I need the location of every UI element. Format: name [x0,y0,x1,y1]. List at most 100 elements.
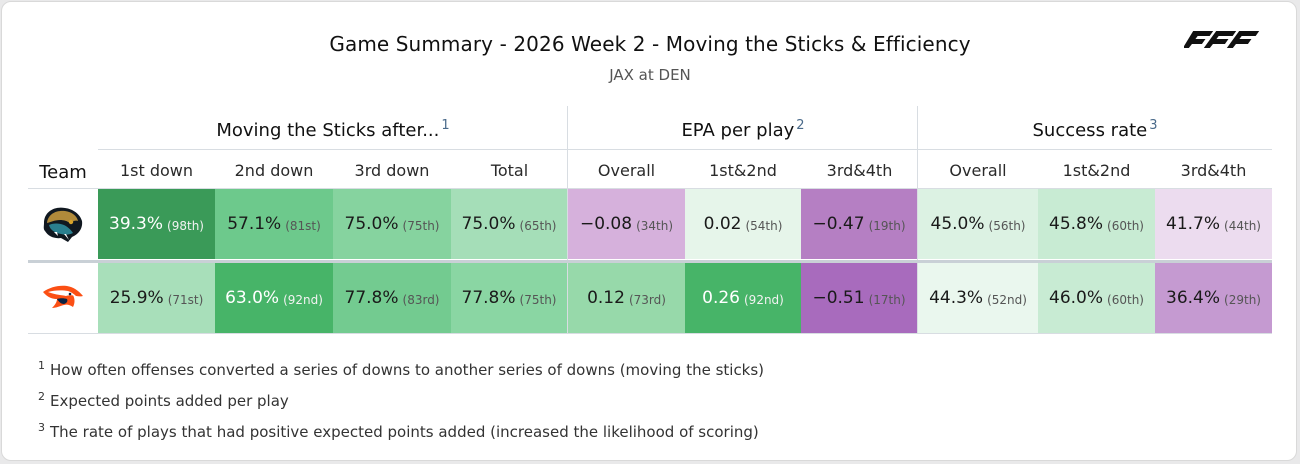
group-label: Moving the Sticks after... [216,120,440,141]
group-divider [567,106,568,334]
cell-rank: (92nd) [283,293,323,307]
footnote-text: How often offenses converted a series of… [50,361,765,379]
pff-logo-icon [1184,31,1260,48]
table-cell: 77.8% (75th) [451,263,567,333]
footnote-marker: 2 [796,118,805,133]
footnote: 3 The rate of plays that had positive exp… [38,421,759,441]
cell-rank: (44th) [1224,219,1261,233]
group-label: Success rate [1032,120,1148,141]
table-cell: 0.12 (73rd) [568,263,685,333]
table-cell: 46.0% (60th) [1038,263,1155,333]
table-cell: −0.47 (19th) [801,189,917,259]
table-cell: 41.7% (44th) [1155,189,1272,259]
table-cell: 63.0% (92nd) [215,263,333,333]
cell-rank: (19th) [868,219,906,233]
group-header-moving-sticks: Moving the Sticks after... 1 [98,118,568,150]
cell-value: 45.0% [930,214,985,234]
group-underline [98,149,1272,150]
table-cell: 36.4% (29th) [1155,263,1272,333]
cell-value: −0.47 [812,214,865,234]
cell-rank: (60th) [1107,219,1144,233]
column-header: 3rd down [354,161,430,180]
group-divider [917,106,918,334]
table-cell: 57.1% (81st) [215,189,333,259]
cell-rank: (65th) [519,219,557,233]
cell-value: 25.9% [109,288,164,308]
column-header: 1st&2nd [709,161,777,180]
footnote: 2 Expected points added per play [38,390,289,410]
table-cell: 45.8% (60th) [1038,189,1155,259]
group-header-success-rate: Success rate 3 [918,118,1272,150]
cell-rank: (71st) [167,293,204,307]
cell-value: −0.08 [579,214,633,234]
page-title: Game Summary - 2026 Week 2 - Moving the … [329,32,971,56]
cell-rank: (52nd) [987,293,1027,307]
cell-rank: (60th) [1107,293,1144,307]
cell-value: 75.0% [461,214,516,234]
cell-value: 77.8% [461,288,516,308]
table-cell: 0.26 (92nd) [685,263,801,333]
cell-rank: (75th) [519,293,557,307]
cell-value: 39.3% [109,214,164,234]
table-cell: −0.51 (17th) [801,263,917,333]
page-subtitle: JAX at DEN [609,66,691,84]
cell-rank: (29th) [1224,293,1261,307]
row-divider [28,260,1272,263]
group-header-epa: EPA per play 2 [568,118,918,150]
cell-value: 41.7% [1166,214,1221,234]
footnote-number: 2 [38,390,45,403]
cell-value: 45.8% [1049,214,1104,234]
table-bottom-border [28,333,1272,334]
cell-value: 77.8% [344,288,399,308]
cell-rank: (75th) [402,219,440,233]
table-cell: 39.3% (98th) [98,189,215,259]
column-header: 3rd&4th [1180,161,1247,180]
jaguars-logo-icon [43,207,83,242]
cell-rank: (98th) [167,219,204,233]
table-cell: 25.9% (71st) [98,263,215,333]
cell-value: 36.4% [1166,288,1221,308]
cell-rank: (34th) [636,219,674,233]
cell-value: 44.3% [929,288,984,308]
cell-value: −0.51 [812,288,865,308]
column-header: 1st down [119,161,194,180]
column-header: 1st&2nd [1062,161,1131,180]
footnote-text: The rate of plays that had positive expe… [50,423,759,441]
column-header: Overall [597,161,656,180]
group-label: EPA per play [681,120,795,141]
cell-value: 0.26 [702,288,740,308]
cell-value: 75.0% [344,214,399,234]
footnote-text: Expected points added per play [50,392,289,410]
footnote: 1 How often offenses converted a series o… [38,359,764,379]
footnote-number: 1 [38,359,45,372]
table-cell: 44.3% (52nd) [918,263,1038,333]
cell-value: 0.12 [587,288,625,308]
cell-value: 63.0% [225,288,280,308]
cell-rank: (54th) [745,219,783,233]
footnote-number: 3 [38,421,45,434]
table-cell: 75.0% (75th) [333,189,451,259]
cell-rank: (73rd) [628,293,666,307]
column-header: 3rd&4th [826,161,893,180]
table-cell: 77.8% (83rd) [333,263,451,333]
table-cell: 45.0% (56th) [918,189,1038,259]
table-cell: 75.0% (65th) [451,189,567,259]
footnote-marker: 3 [1149,118,1158,133]
table-cell: 0.02 (54th) [685,189,801,259]
broncos-logo-icon [43,285,83,308]
column-header: Overall [949,161,1007,180]
team-column-header: Team [39,162,87,183]
column-header: 2nd down [234,161,314,180]
table-cell: −0.08 (34th) [568,189,685,259]
header-divider [28,188,1272,189]
cell-rank: (56th) [988,219,1026,233]
column-header: Total [490,161,529,180]
cell-value: 57.1% [227,214,282,234]
cell-rank: (17th) [868,293,906,307]
cell-rank: (83rd) [402,293,440,307]
cell-value: 46.0% [1049,288,1104,308]
footnote-marker: 1 [441,118,450,133]
cell-rank: (81st) [285,219,321,233]
cell-rank: (92nd) [744,293,784,307]
cell-value: 0.02 [703,214,742,234]
